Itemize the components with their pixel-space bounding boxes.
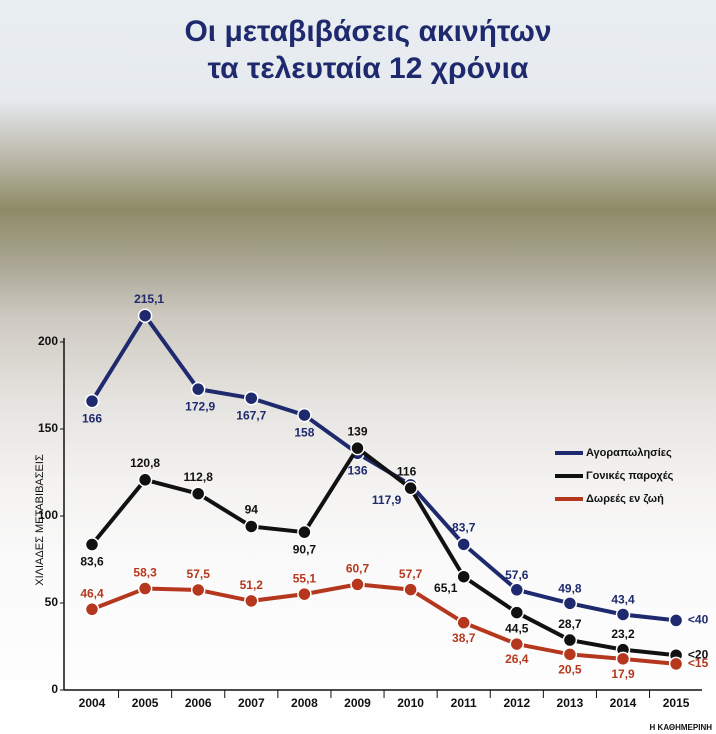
value-label: 158 <box>294 425 314 439</box>
value-label: 57,6 <box>505 568 529 582</box>
value-label: 83,7 <box>452 521 476 535</box>
data-point <box>670 614 683 627</box>
data-point <box>139 309 152 322</box>
value-label: 172,9 <box>185 399 215 413</box>
x-tick-label: 2006 <box>185 696 212 710</box>
data-point <box>563 597 576 610</box>
x-tick-label: 2005 <box>132 696 159 710</box>
value-label: 43,4 <box>611 593 635 607</box>
y-tick-label: 150 <box>38 421 58 435</box>
data-point <box>298 526 311 539</box>
data-point <box>139 473 152 486</box>
x-tick-label: 2012 <box>503 696 530 710</box>
value-label: 26,4 <box>505 652 529 666</box>
data-point <box>139 582 152 595</box>
value-label: 65,1 <box>434 581 458 595</box>
value-label: 20,5 <box>558 663 582 677</box>
x-tick-label: 2009 <box>344 696 371 710</box>
value-label: 83,6 <box>80 555 104 569</box>
data-point <box>192 583 205 596</box>
data-point <box>351 578 364 591</box>
chart-subtitle: τα τελευταία 12 χρόνια <box>208 52 529 85</box>
x-tick-label: 2010 <box>397 696 424 710</box>
value-label: 116 <box>397 464 417 478</box>
value-label: 90,7 <box>293 542 317 556</box>
value-label: 46,4 <box>80 586 104 600</box>
data-point <box>404 482 417 495</box>
data-point <box>563 648 576 661</box>
data-point <box>298 409 311 422</box>
value-label: 120,8 <box>130 456 160 470</box>
data-point <box>245 520 258 533</box>
value-label: <15 <box>688 656 709 670</box>
legend-label: Γονικές παροχές <box>586 470 674 482</box>
value-label: 215,1 <box>134 292 164 306</box>
value-label: 60,7 <box>346 562 370 576</box>
x-tick-label: 2014 <box>610 696 637 710</box>
value-label: 55,1 <box>293 571 317 585</box>
data-point <box>351 442 364 455</box>
value-label: 117,9 <box>372 493 402 507</box>
y-tick-label: 0 <box>51 682 58 696</box>
data-point <box>670 657 683 670</box>
data-point <box>510 606 523 619</box>
value-label: 17,9 <box>611 667 635 681</box>
data-point <box>457 538 470 551</box>
series-line <box>92 584 676 664</box>
value-label: <40 <box>688 613 709 627</box>
data-point <box>245 392 258 405</box>
legend-label: Αγοραπωλησίες <box>586 447 672 459</box>
page: Οι μεταβιβάσεις ακινήτων τα τελευταία 12… <box>0 0 716 734</box>
value-label: 58,3 <box>133 566 157 580</box>
y-tick-label: 200 <box>38 334 58 348</box>
value-label: 57,5 <box>187 567 211 581</box>
value-label: 44,5 <box>505 622 529 636</box>
legend-label: Δωρεές εν ζωή <box>586 493 664 505</box>
y-tick-label: 50 <box>45 595 59 609</box>
value-label: 57,7 <box>399 567 423 581</box>
data-point <box>617 652 630 665</box>
value-label: 49,8 <box>558 582 582 596</box>
data-point <box>617 608 630 621</box>
value-label: 166 <box>82 411 102 425</box>
data-point <box>192 383 205 396</box>
data-point <box>86 603 99 616</box>
data-point <box>510 583 523 596</box>
value-label: 167,7 <box>236 408 266 422</box>
x-tick-label: 2008 <box>291 696 318 710</box>
x-tick-label: 2004 <box>79 696 106 710</box>
value-label: 139 <box>347 424 367 438</box>
data-point <box>86 395 99 408</box>
data-point <box>86 538 99 551</box>
chart: Οι μεταβιβάσεις ακινήτων τα τελευταία 12… <box>0 0 716 734</box>
data-point <box>192 487 205 500</box>
chart-title: Οι μεταβιβάσεις ακινήτων <box>184 15 551 48</box>
source: Η ΚΑΘΗΜΕΡΙΝΗ <box>650 723 713 732</box>
data-point <box>404 583 417 596</box>
data-point <box>510 638 523 651</box>
data-point <box>298 588 311 601</box>
data-point <box>457 570 470 583</box>
x-tick-label: 2011 <box>451 696 477 710</box>
value-label: 136 <box>347 464 367 478</box>
value-label: 112,8 <box>184 470 214 484</box>
data-point <box>457 616 470 629</box>
x-tick-label: 2007 <box>238 696 265 710</box>
value-label: 94 <box>245 503 259 517</box>
x-tick-label: 2013 <box>557 696 584 710</box>
data-point <box>245 594 258 607</box>
value-label: 23,2 <box>611 627 635 641</box>
x-tick-label: 2015 <box>663 696 690 710</box>
value-label: 28,7 <box>558 617 582 631</box>
y-tick-label: 100 <box>38 508 58 522</box>
value-label: 38,7 <box>452 631 476 645</box>
value-label: 51,2 <box>240 578 264 592</box>
data-point <box>563 634 576 647</box>
